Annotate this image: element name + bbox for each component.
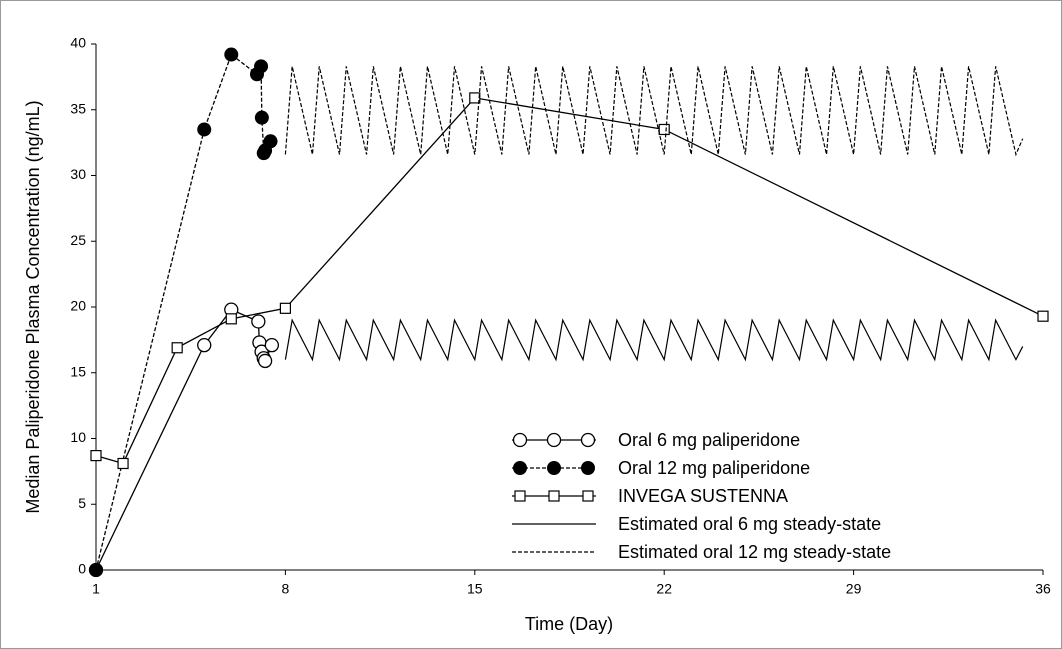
legend-label: Estimated oral 12 mg steady-state — [618, 542, 891, 562]
x-axis-label: Time (Day) — [525, 614, 613, 634]
legend-marker — [514, 490, 526, 502]
data-point — [263, 134, 278, 149]
y-tick-label: 40 — [70, 35, 86, 51]
data-point — [224, 47, 239, 62]
x-tick-label: 29 — [846, 581, 862, 597]
series-line — [284, 318, 1024, 362]
data-point — [197, 122, 212, 137]
x-tick-label: 8 — [282, 581, 290, 597]
data-point — [279, 302, 291, 314]
data-point — [254, 59, 269, 74]
y-tick-label: 20 — [70, 298, 86, 314]
legend-marker — [581, 461, 595, 475]
legend-label: Oral 6 mg paliperidone — [618, 430, 800, 450]
data-point — [254, 110, 269, 125]
legend-marker — [512, 432, 528, 448]
y-tick-label: 35 — [70, 100, 86, 116]
legend-label: Oral 12 mg paliperidone — [618, 458, 810, 478]
y-tick-label: 0 — [78, 561, 86, 577]
y-tick-label: 25 — [70, 232, 86, 248]
legend-marker — [513, 461, 527, 475]
legend-label: INVEGA SUSTENNA — [618, 486, 788, 506]
data-point — [1037, 310, 1049, 322]
y-tick-label: 5 — [78, 495, 86, 511]
y-tick-label: 15 — [70, 363, 86, 379]
y-tick-label: 10 — [70, 429, 86, 445]
data-point — [658, 123, 670, 136]
legend-marker — [547, 461, 561, 475]
legend-marker — [582, 490, 594, 502]
data-point — [264, 337, 280, 353]
data-point — [225, 313, 237, 325]
x-tick-label: 22 — [656, 581, 672, 597]
data-point — [257, 353, 273, 369]
data-point — [90, 449, 102, 462]
legend-label: Estimated oral 6 mg steady-state — [618, 514, 881, 534]
legend-marker — [546, 432, 562, 448]
data-point — [197, 337, 212, 353]
data-point — [171, 342, 183, 354]
data-point — [469, 92, 481, 104]
y-axis-label: Median Paliperidone Plasma Concentration… — [23, 100, 43, 513]
y-tick-label: 30 — [70, 166, 86, 182]
x-tick-label: 36 — [1035, 581, 1051, 597]
series-line — [284, 66, 1024, 157]
series-line — [95, 97, 1044, 465]
legend-marker — [580, 432, 596, 448]
data-point — [251, 314, 266, 329]
x-tick-label: 15 — [467, 581, 483, 597]
data-point — [89, 563, 103, 577]
legend-marker — [548, 490, 560, 502]
data-point — [117, 457, 129, 470]
x-tick-label: 1 — [92, 581, 100, 597]
